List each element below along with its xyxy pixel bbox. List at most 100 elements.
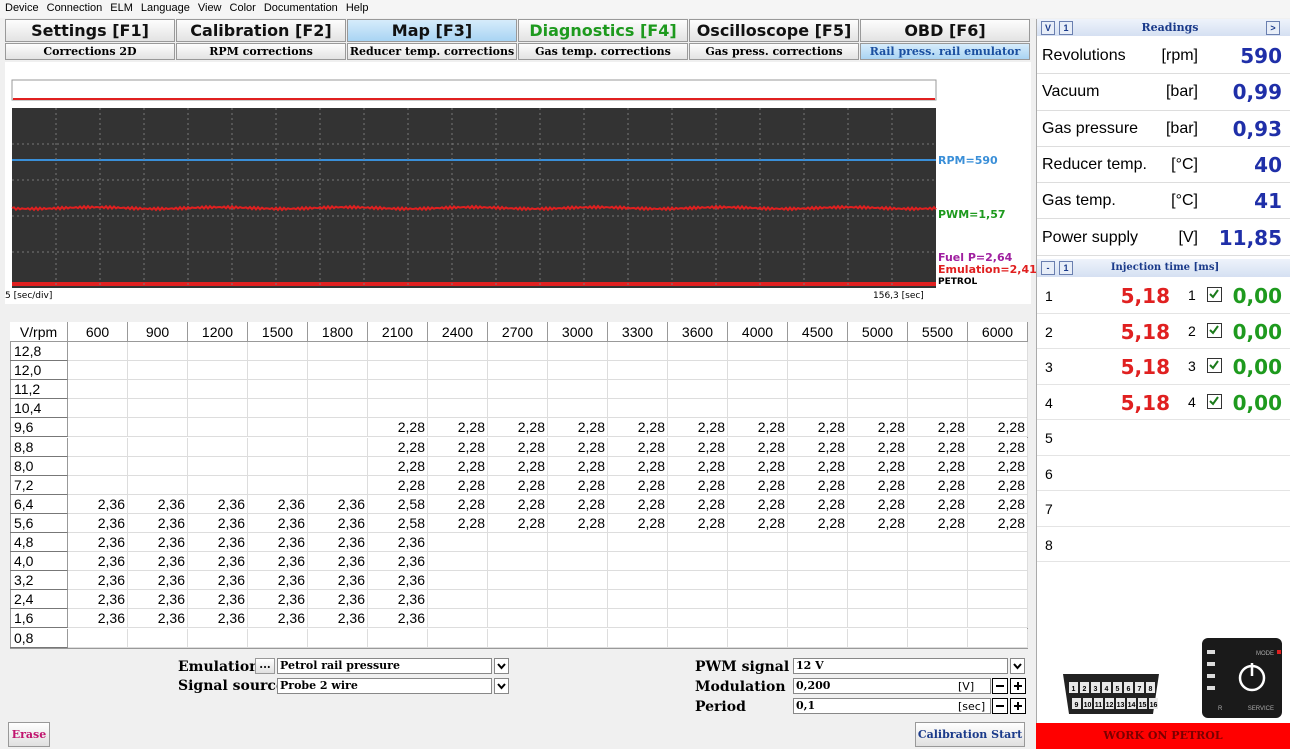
table-cell[interactable]: 2,28 <box>788 418 848 438</box>
menu-item[interactable]: ELM <box>110 2 133 14</box>
table-cell[interactable] <box>308 380 368 400</box>
table-cell[interactable] <box>428 399 488 419</box>
table-cell[interactable]: 2,28 <box>848 418 908 438</box>
subtab[interactable]: Gas press. corrections <box>689 43 859 60</box>
table-cell[interactable] <box>248 437 308 457</box>
table-cell[interactable]: 2,36 <box>308 533 368 553</box>
table-cell[interactable] <box>968 590 1028 610</box>
table-cell[interactable] <box>908 590 968 610</box>
table-cell[interactable]: 2,28 <box>428 475 488 495</box>
table-cell[interactable] <box>728 342 788 362</box>
table-cell[interactable]: 2,28 <box>668 513 728 533</box>
table-cell[interactable] <box>848 571 908 591</box>
table-cell[interactable] <box>128 380 188 400</box>
table-cell[interactable] <box>188 399 248 419</box>
table-cell[interactable] <box>308 628 368 648</box>
table-cell[interactable]: 2,28 <box>968 418 1028 438</box>
table-cell[interactable]: 2,28 <box>908 437 968 457</box>
table-cell[interactable] <box>608 609 668 629</box>
table-cell[interactable] <box>908 571 968 591</box>
table-cell[interactable]: 2,36 <box>308 609 368 629</box>
table-cell[interactable] <box>968 609 1028 629</box>
table-cell[interactable]: 2,36 <box>68 571 128 591</box>
table-cell[interactable] <box>908 399 968 419</box>
table-cell[interactable] <box>128 437 188 457</box>
table-cell[interactable]: 2,28 <box>488 456 548 476</box>
table-cell[interactable]: 2,28 <box>548 456 608 476</box>
table-cell[interactable] <box>548 628 608 648</box>
table-cell[interactable] <box>668 533 728 553</box>
tab[interactable]: Map [F3] <box>347 19 517 42</box>
table-cell[interactable]: 2,28 <box>668 418 728 438</box>
table-cell[interactable]: 2,36 <box>68 513 128 533</box>
channel-checkbox[interactable] <box>1207 393 1222 409</box>
table-cell[interactable] <box>848 552 908 572</box>
table-cell[interactable] <box>548 533 608 553</box>
table-cell[interactable]: 2,28 <box>728 513 788 533</box>
menu-item[interactable]: Connection <box>46 2 103 14</box>
table-cell[interactable]: 2,28 <box>908 418 968 438</box>
table-cell[interactable] <box>188 475 248 495</box>
subtab[interactable]: Gas temp. corrections <box>518 43 688 60</box>
table-cell[interactable]: 2,28 <box>428 437 488 457</box>
table-cell[interactable] <box>308 399 368 419</box>
table-cell[interactable] <box>968 342 1028 362</box>
table-cell[interactable]: 2,28 <box>428 494 488 514</box>
table-cell[interactable]: 2,36 <box>308 590 368 610</box>
table-cell[interactable] <box>368 361 428 381</box>
table-cell[interactable] <box>608 571 668 591</box>
table-cell[interactable] <box>728 609 788 629</box>
table-cell[interactable] <box>188 437 248 457</box>
table-cell[interactable]: 2,28 <box>608 513 668 533</box>
table-cell[interactable]: 2,28 <box>608 418 668 438</box>
table-cell[interactable] <box>968 380 1028 400</box>
table-cell[interactable] <box>68 437 128 457</box>
readings-expand[interactable]: > <box>1266 21 1280 35</box>
modulation-input[interactable]: 0,200 <box>793 678 991 694</box>
table-cell[interactable] <box>848 342 908 362</box>
readings-v-button[interactable]: V <box>1041 21 1055 35</box>
table-cell[interactable] <box>128 399 188 419</box>
table-cell[interactable] <box>188 456 248 476</box>
table-cell[interactable] <box>788 552 848 572</box>
table-cell[interactable] <box>488 399 548 419</box>
table-cell[interactable]: 2,36 <box>368 609 428 629</box>
table-cell[interactable]: 2,36 <box>68 533 128 553</box>
menu-item[interactable]: View <box>197 2 222 14</box>
table-cell[interactable] <box>68 380 128 400</box>
table-cell[interactable] <box>608 342 668 362</box>
table-cell[interactable]: 2,28 <box>668 494 728 514</box>
table-cell[interactable] <box>908 380 968 400</box>
table-cell[interactable] <box>728 571 788 591</box>
table-cell[interactable] <box>908 609 968 629</box>
channel-checkbox[interactable] <box>1207 358 1222 373</box>
table-cell[interactable]: 2,28 <box>488 494 548 514</box>
table-cell[interactable]: 2,28 <box>788 475 848 495</box>
table-cell[interactable] <box>548 361 608 381</box>
menu-item[interactable]: Color <box>229 2 256 14</box>
table-cell[interactable] <box>548 380 608 400</box>
table-cell[interactable] <box>728 552 788 572</box>
table-cell[interactable]: 2,28 <box>368 437 428 457</box>
table-cell[interactable] <box>848 533 908 553</box>
table-cell[interactable]: 2,28 <box>548 475 608 495</box>
table-cell[interactable] <box>788 380 848 400</box>
table-cell[interactable] <box>428 590 488 610</box>
table-cell[interactable] <box>248 399 308 419</box>
table-cell[interactable]: 2,28 <box>908 456 968 476</box>
table-cell[interactable]: 2,28 <box>548 437 608 457</box>
calibration-start-button[interactable]: Calibration Start <box>915 722 1025 747</box>
table-cell[interactable] <box>728 399 788 419</box>
table-cell[interactable] <box>308 475 368 495</box>
table-cell[interactable] <box>68 361 128 381</box>
table-cell[interactable] <box>548 342 608 362</box>
table-cell[interactable]: 2,36 <box>188 513 248 533</box>
table-cell[interactable]: 2,28 <box>968 437 1028 457</box>
table-cell[interactable]: 2,28 <box>788 513 848 533</box>
channel-checkbox[interactable] <box>1207 322 1222 338</box>
tab[interactable]: Oscilloscope [F5] <box>689 19 859 42</box>
subtab[interactable]: Reducer temp. corrections <box>347 43 517 60</box>
table-cell[interactable] <box>668 380 728 400</box>
table-cell[interactable]: 2,28 <box>728 437 788 457</box>
table-cell[interactable]: 2,28 <box>968 475 1028 495</box>
